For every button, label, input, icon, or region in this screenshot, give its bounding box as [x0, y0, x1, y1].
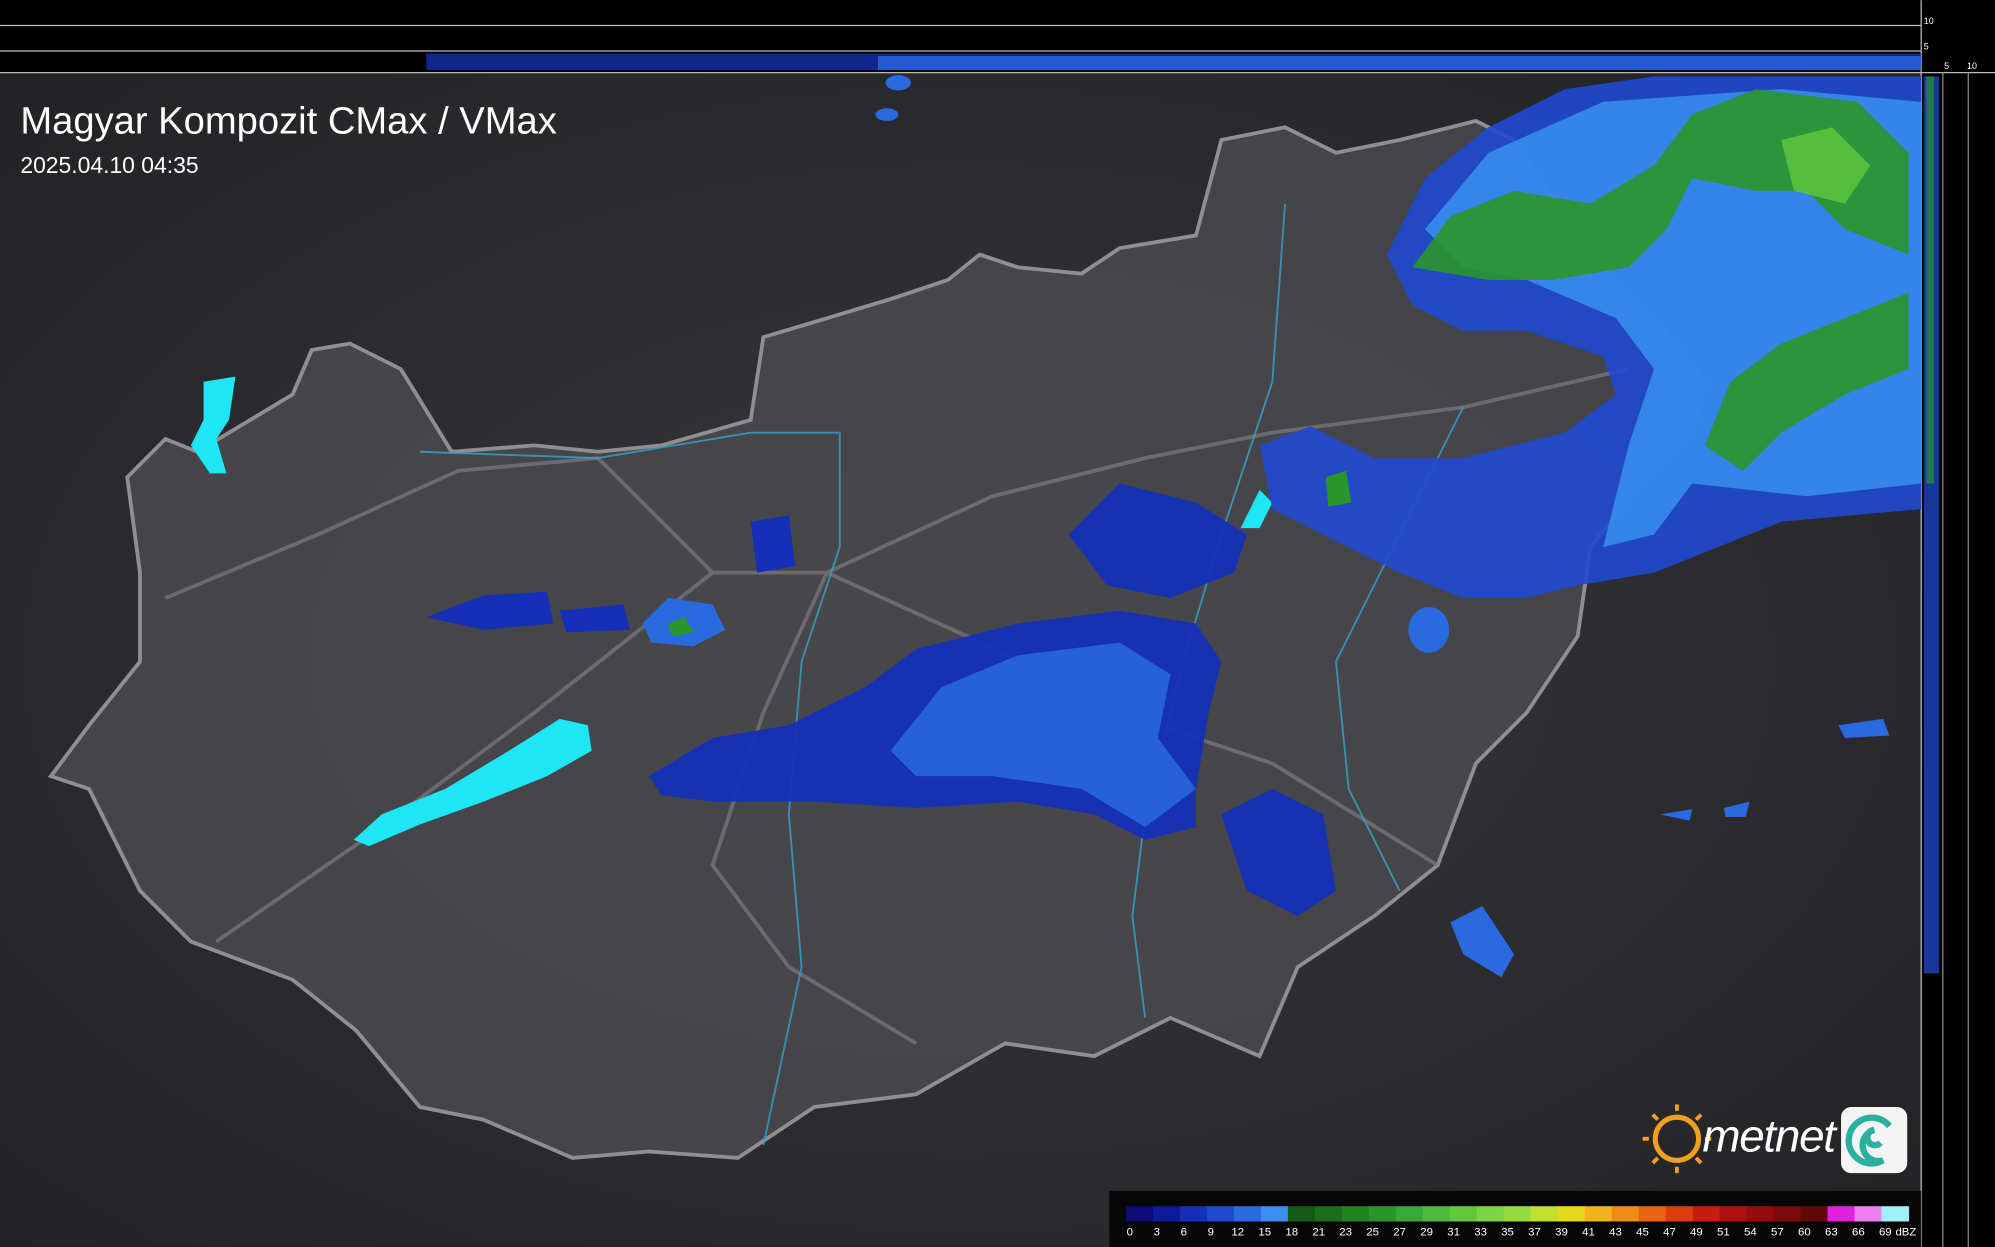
- legend-label: 18: [1285, 1226, 1298, 1238]
- legend-label: 6: [1181, 1226, 1187, 1238]
- legend-label: 31: [1447, 1226, 1460, 1238]
- lake: [190, 376, 236, 474]
- legend-swatch: [1233, 1206, 1262, 1222]
- legend-swatch: [1152, 1206, 1181, 1222]
- legend-swatch: [1557, 1206, 1586, 1222]
- legend-label: 9: [1208, 1226, 1214, 1238]
- legend-swatch: [1314, 1206, 1343, 1222]
- legend-label: 66: [1852, 1226, 1865, 1238]
- legend-swatch: [1773, 1206, 1802, 1222]
- legend-swatch: [1530, 1206, 1559, 1222]
- legend-swatch: [1503, 1206, 1532, 1222]
- side-label: 10: [1967, 61, 1977, 71]
- legend-label: 23: [1339, 1226, 1352, 1238]
- legend-label: 33: [1474, 1226, 1487, 1238]
- legend-swatch: [1584, 1206, 1613, 1222]
- logo-text: metnet: [1702, 1111, 1838, 1162]
- legend-swatch: [1800, 1206, 1829, 1222]
- legend-swatch: [1395, 1206, 1424, 1222]
- lake: [1240, 489, 1273, 529]
- legend-label: 27: [1393, 1226, 1406, 1238]
- legend-swatch: [1341, 1206, 1370, 1222]
- legend-swatch: [1179, 1206, 1208, 1222]
- side-label: 10: [1924, 16, 1934, 26]
- legend-label: 12: [1231, 1226, 1244, 1238]
- legend-label: 60: [1798, 1226, 1811, 1238]
- legend-swatch: [1881, 1206, 1910, 1222]
- legend-label: 54: [1744, 1226, 1757, 1238]
- legend-label: 45: [1636, 1226, 1649, 1238]
- legend-label: 39: [1555, 1226, 1568, 1238]
- legend-swatch: [1746, 1206, 1775, 1222]
- side-label: 5: [1944, 61, 1949, 71]
- legend-label: 43: [1609, 1226, 1622, 1238]
- legend-swatch: [1368, 1206, 1397, 1222]
- legend-label: 47: [1663, 1226, 1676, 1238]
- legend-swatch: [1665, 1206, 1694, 1222]
- legend-label: 21: [1312, 1226, 1325, 1238]
- legend-swatch: [1854, 1206, 1883, 1222]
- legend-label: 57: [1771, 1226, 1784, 1238]
- legend-swatch: [1287, 1206, 1316, 1222]
- legend-label: 41: [1582, 1226, 1595, 1238]
- legend-swatch: [1638, 1206, 1667, 1222]
- legend-label: 0: [1127, 1226, 1133, 1238]
- legend-swatch: [1611, 1206, 1640, 1222]
- legend-swatch: [1719, 1206, 1748, 1222]
- legend-label: 3: [1154, 1226, 1160, 1238]
- radar-echoes: [426, 75, 1922, 978]
- legend-swatch: [1126, 1206, 1154, 1222]
- roads: [164, 367, 1630, 1046]
- side-label: 5: [1924, 42, 1929, 52]
- legend-label: 37: [1528, 1226, 1541, 1238]
- legend-label: 69: [1879, 1226, 1892, 1238]
- legend-swatch: [1827, 1206, 1856, 1222]
- legend-swatch: [1449, 1206, 1478, 1222]
- legend-swatch: [1692, 1206, 1721, 1222]
- map-timestamp: 2025.04.10 04:35: [20, 152, 198, 178]
- legend-unit: dBZ: [1895, 1226, 1916, 1238]
- legend-swatch: [1476, 1206, 1505, 1222]
- map-title: Magyar Kompozit CMax / VMax: [20, 100, 556, 143]
- legend-label: 15: [1258, 1226, 1271, 1238]
- legend-swatch: [1206, 1206, 1235, 1222]
- legend-label: 35: [1501, 1226, 1514, 1238]
- legend-label: 25: [1366, 1226, 1379, 1238]
- legend-label: 29: [1420, 1226, 1433, 1238]
- lake: [353, 718, 592, 847]
- legend-label: 63: [1825, 1226, 1838, 1238]
- logo: metnet: [1642, 1104, 1908, 1174]
- legend-label: 51: [1717, 1226, 1730, 1238]
- legend-swatch: [1422, 1206, 1451, 1222]
- legend-swatch: [1260, 1206, 1289, 1222]
- legend: 0 3 6 9 12 15 18 21 23 25 27 29 31 33 35 37 39 41 43 45 47 49…: [1126, 1206, 1916, 1238]
- legend-label: 49: [1690, 1226, 1703, 1238]
